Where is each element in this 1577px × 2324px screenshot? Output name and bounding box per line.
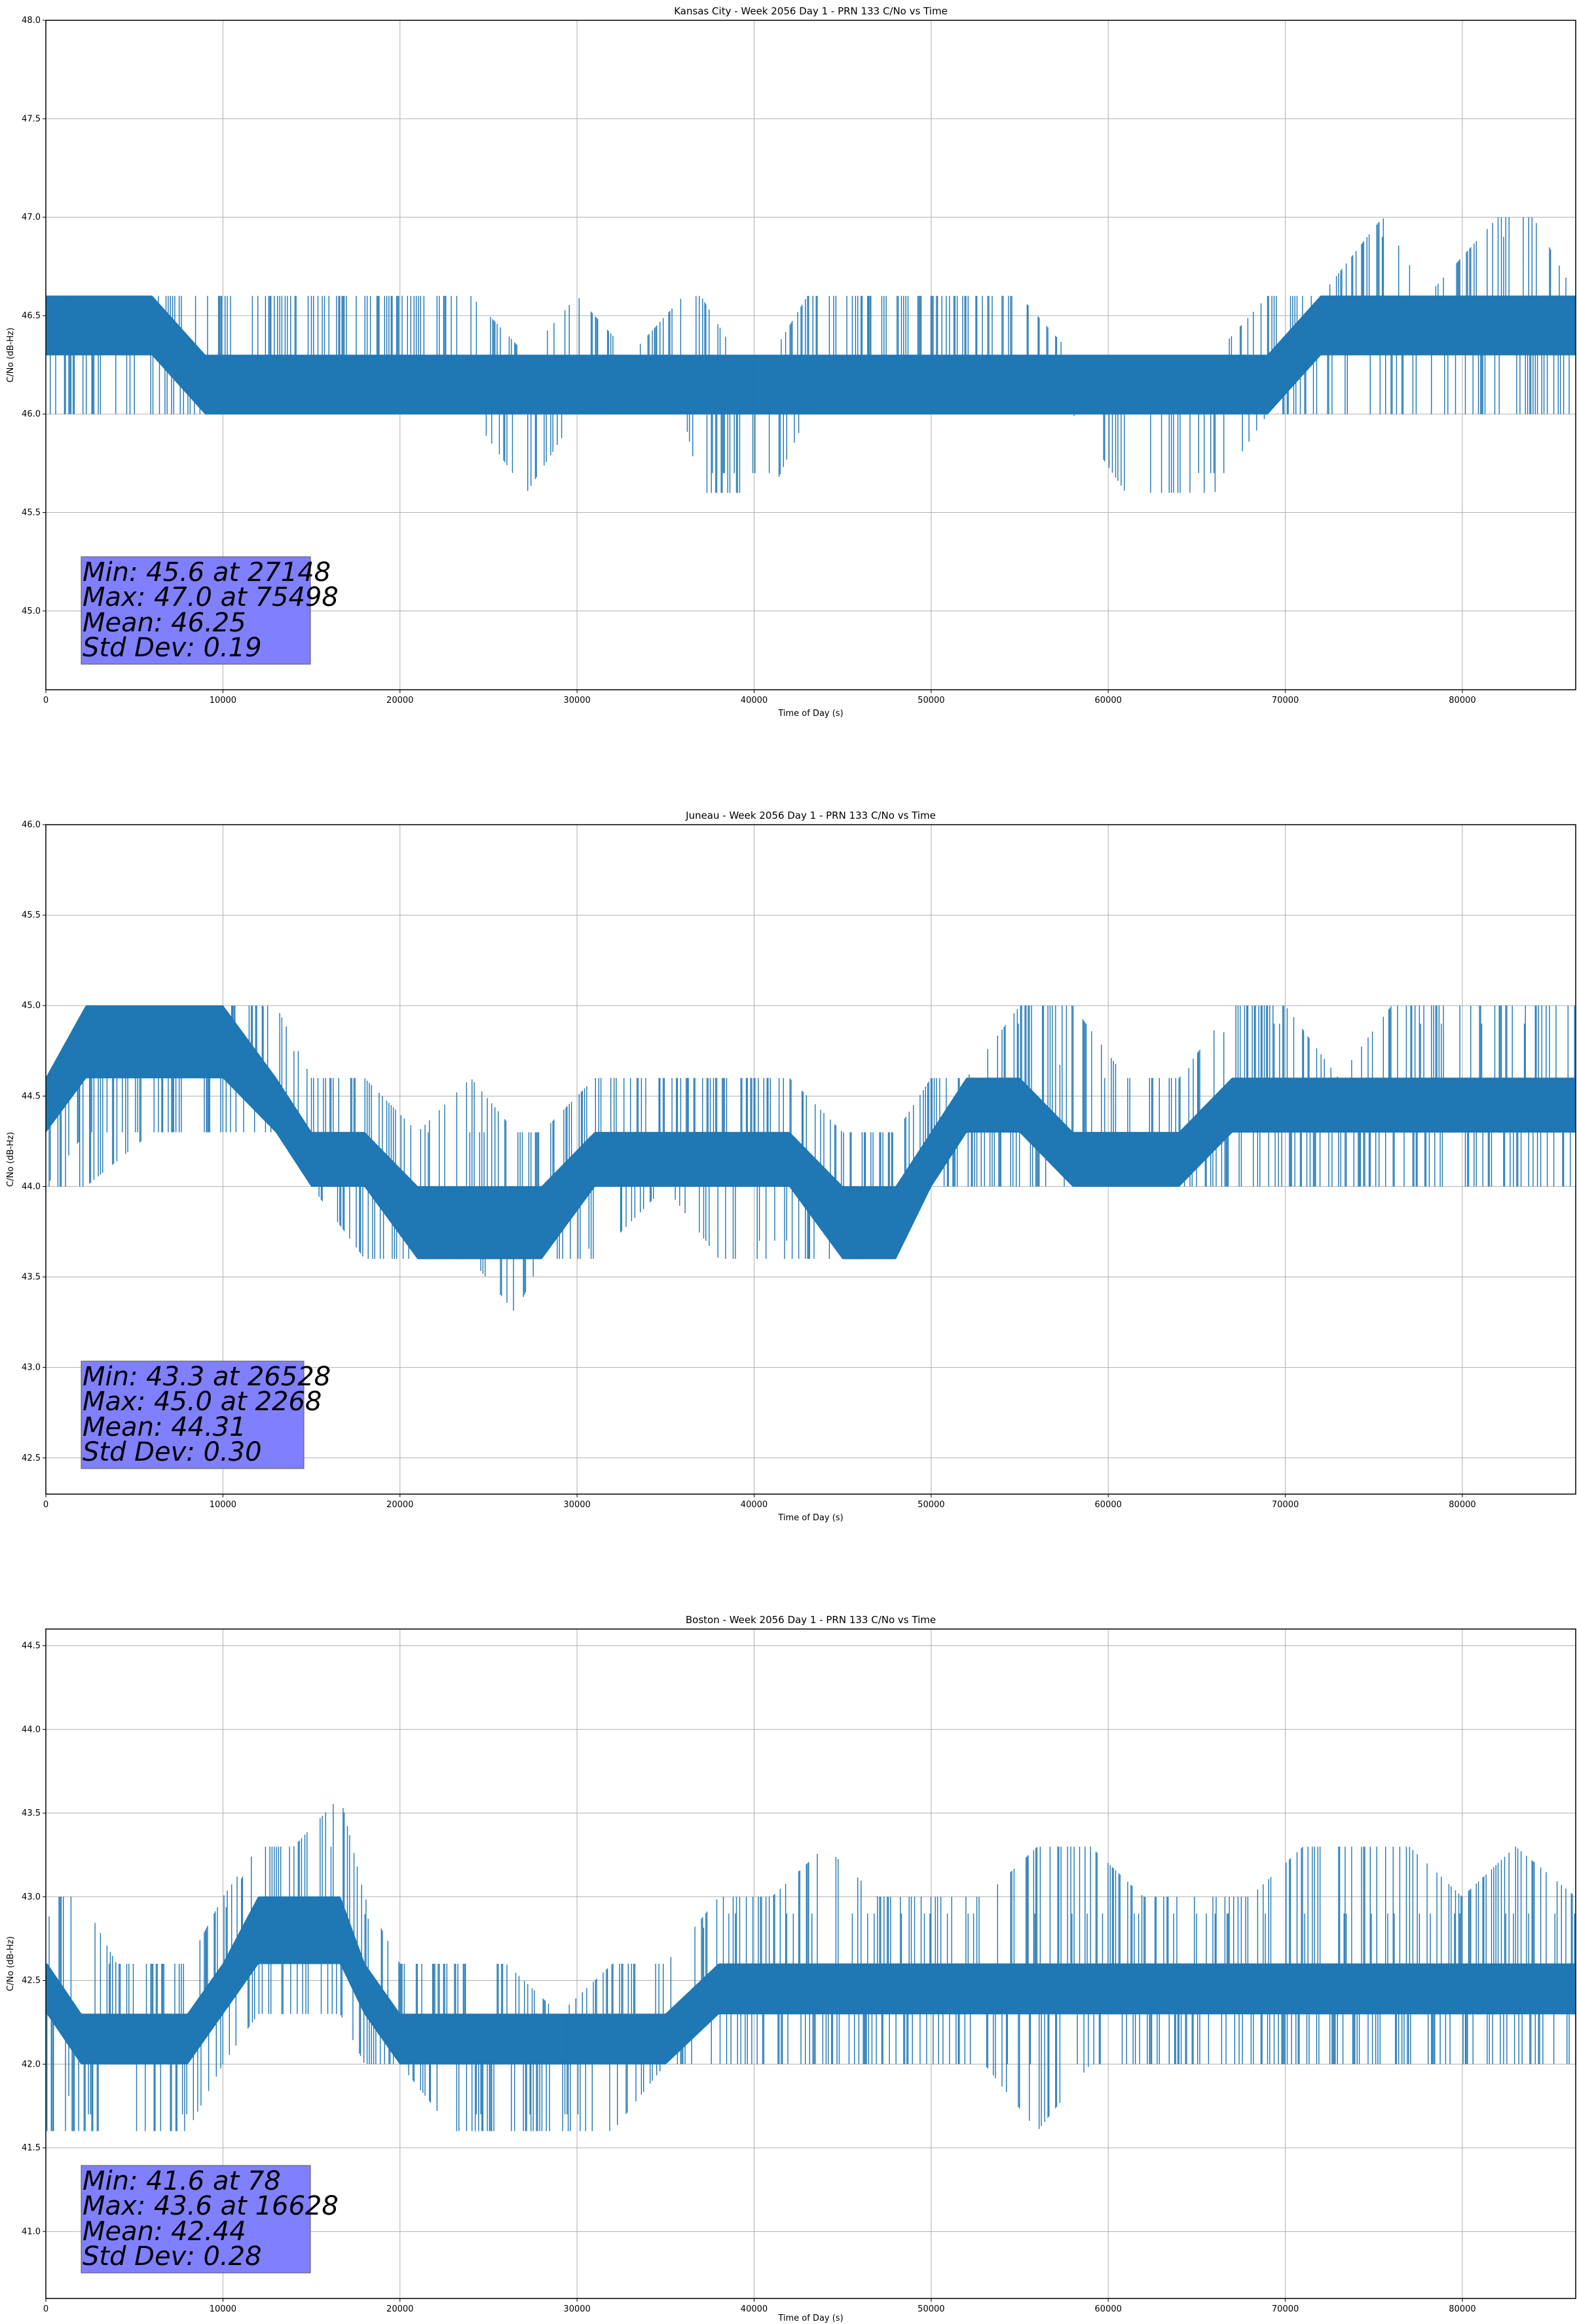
y-tick-label: 45.5 bbox=[22, 910, 41, 920]
y-tick-label: 47.0 bbox=[22, 213, 41, 223]
axis-ticks: 0 10000 20000 30000 40000 50000 60000 70000 8000… bbox=[22, 16, 1476, 705]
x-tick-label: 30000 bbox=[563, 696, 590, 705]
y-tick-label: 43.5 bbox=[22, 1809, 41, 1818]
chart-title: Juneau - Week 2056 Day 1 - PRN 133 C/No … bbox=[685, 810, 936, 821]
stats-std-dev: Std Dev: 0.19 bbox=[83, 633, 262, 663]
series-band bbox=[45, 1005, 1576, 1260]
x-tick-label: 50000 bbox=[918, 1500, 944, 1510]
x-tick-label: 60000 bbox=[1095, 2304, 1122, 2314]
x-tick-label: 10000 bbox=[210, 1500, 236, 1510]
y-tick-label: 42.5 bbox=[22, 1453, 41, 1463]
axis-ticks: 0 10000 20000 30000 40000 50000 60000 70000 8000… bbox=[22, 1641, 1476, 2314]
y-tick-label: 47.5 bbox=[22, 114, 41, 124]
stats-box-background bbox=[81, 556, 311, 665]
x-tick-label: 70000 bbox=[1272, 696, 1299, 705]
stats-max: Max: 43.6 at 16628 bbox=[83, 2191, 339, 2221]
x-tick-label: 30000 bbox=[563, 2304, 590, 2314]
grid-lines bbox=[45, 1629, 1576, 2298]
stats-max: Max: 47.0 at 75498 bbox=[83, 582, 339, 612]
stats-mean: Mean: 46.25 bbox=[83, 608, 246, 638]
y-tick-label: 43.0 bbox=[22, 1892, 41, 1902]
x-tick-label: 40000 bbox=[741, 2304, 768, 2314]
y-tick-label: 45.5 bbox=[22, 508, 41, 517]
series-line bbox=[48, 1005, 1575, 1311]
x-axis-label: Time of Day (s) bbox=[777, 1513, 843, 1523]
chart-juneau: Juneau - Week 2056 Day 1 - PRN 133 C/No … bbox=[6, 810, 1576, 1523]
y-tick-label: 42.5 bbox=[22, 1976, 41, 1986]
plot-frame bbox=[45, 20, 1576, 690]
data-series bbox=[45, 217, 1576, 493]
x-tick-label: 10000 bbox=[210, 2304, 236, 2314]
plot-frame bbox=[45, 1628, 1576, 2299]
stats-box-background bbox=[81, 1360, 305, 1469]
x-tick-label: 80000 bbox=[1449, 696, 1475, 705]
stats-std-dev: Std Dev: 0.30 bbox=[83, 1437, 262, 1467]
data-series bbox=[45, 1005, 1576, 1311]
x-tick-label: 40000 bbox=[741, 696, 768, 705]
x-tick-label: 0 bbox=[43, 696, 48, 705]
x-tick-label: 50000 bbox=[918, 696, 944, 705]
stats-box-background bbox=[81, 2165, 311, 2274]
x-tick-label: 40000 bbox=[741, 1500, 768, 1510]
stats-mean: Mean: 42.44 bbox=[83, 2217, 246, 2247]
y-axis-label: C/No (dB-Hz) bbox=[6, 1936, 16, 1991]
y-tick-label: 46.0 bbox=[22, 820, 41, 830]
y-tick-label: 44.0 bbox=[22, 1725, 41, 1734]
x-tick-label: 60000 bbox=[1095, 696, 1122, 705]
x-tick-label: 80000 bbox=[1449, 1500, 1475, 1510]
x-axis-label: Time of Day (s) bbox=[777, 2314, 843, 2323]
x-tick-label: 80000 bbox=[1449, 2304, 1475, 2314]
x-tick-label: 60000 bbox=[1095, 1500, 1122, 1510]
stats-std-dev: Std Dev: 0.28 bbox=[83, 2241, 262, 2272]
y-axis-label: C/No (dB-Hz) bbox=[6, 328, 16, 383]
x-tick-label: 70000 bbox=[1272, 2304, 1299, 2314]
x-tick-label: 50000 bbox=[918, 2304, 944, 2314]
y-tick-label: 44.5 bbox=[22, 1641, 41, 1651]
x-tick-label: 10000 bbox=[210, 696, 236, 705]
y-tick-label: 46.5 bbox=[22, 311, 41, 321]
data-series bbox=[45, 1804, 1576, 2131]
y-tick-label: 44.0 bbox=[22, 1182, 41, 1191]
series-band bbox=[45, 295, 1576, 415]
plot-frame bbox=[45, 824, 1576, 1495]
y-tick-label: 41.5 bbox=[22, 2143, 41, 2153]
y-tick-label: 42.0 bbox=[22, 2059, 41, 2069]
y-tick-label: 48.0 bbox=[22, 16, 41, 26]
series-line bbox=[50, 217, 1570, 493]
x-tick-label: 0 bbox=[43, 1500, 48, 1510]
stats-mean: Mean: 44.31 bbox=[83, 1412, 246, 1442]
y-axis-label: C/No (dB-Hz) bbox=[6, 1132, 16, 1187]
x-tick-label: 20000 bbox=[386, 2304, 413, 2314]
chart-title: Kansas City - Week 2056 Day 1 - PRN 133 … bbox=[674, 5, 948, 17]
stats-box: Min: 43.3 at 26528 Max: 45.0 at 2268 Mea… bbox=[81, 1360, 331, 1469]
chart-boston: Boston - Week 2056 Day 1 - PRN 133 C/No … bbox=[6, 1614, 1576, 2323]
chart-title: Boston - Week 2056 Day 1 - PRN 133 C/No … bbox=[686, 1614, 936, 1626]
y-tick-label: 43.5 bbox=[22, 1273, 41, 1283]
x-tick-label: 30000 bbox=[563, 1500, 590, 1510]
series-line bbox=[46, 1804, 1576, 2131]
y-tick-label: 44.5 bbox=[22, 1091, 41, 1101]
stats-min: Min: 41.6 at 78 bbox=[83, 2166, 281, 2196]
chart-kansas-city: Kansas City - Week 2056 Day 1 - PRN 133 … bbox=[6, 5, 1576, 719]
stats-box: Min: 45.6 at 27148 Max: 47.0 at 75498 Me… bbox=[81, 556, 339, 665]
x-tick-label: 20000 bbox=[386, 696, 413, 705]
y-tick-label: 41.0 bbox=[22, 2227, 41, 2237]
x-tick-label: 20000 bbox=[386, 1500, 413, 1510]
axis-ticks: 0 10000 20000 30000 40000 50000 60000 70000 8000… bbox=[22, 820, 1476, 1510]
x-axis-label: Time of Day (s) bbox=[777, 709, 843, 719]
stats-min: Min: 43.3 at 26528 bbox=[83, 1362, 331, 1392]
x-tick-label: 0 bbox=[43, 2304, 48, 2314]
y-tick-label: 45.0 bbox=[22, 607, 41, 616]
y-tick-label: 45.0 bbox=[22, 1001, 41, 1011]
y-tick-label: 46.0 bbox=[22, 409, 41, 419]
y-tick-label: 43.0 bbox=[22, 1363, 41, 1373]
x-tick-label: 70000 bbox=[1272, 1500, 1299, 1510]
stats-max: Max: 45.0 at 2268 bbox=[83, 1387, 322, 1417]
stats-box: Min: 41.6 at 78 Max: 43.6 at 16628 Mean:… bbox=[81, 2165, 339, 2274]
stats-min: Min: 45.6 at 27148 bbox=[83, 557, 331, 588]
